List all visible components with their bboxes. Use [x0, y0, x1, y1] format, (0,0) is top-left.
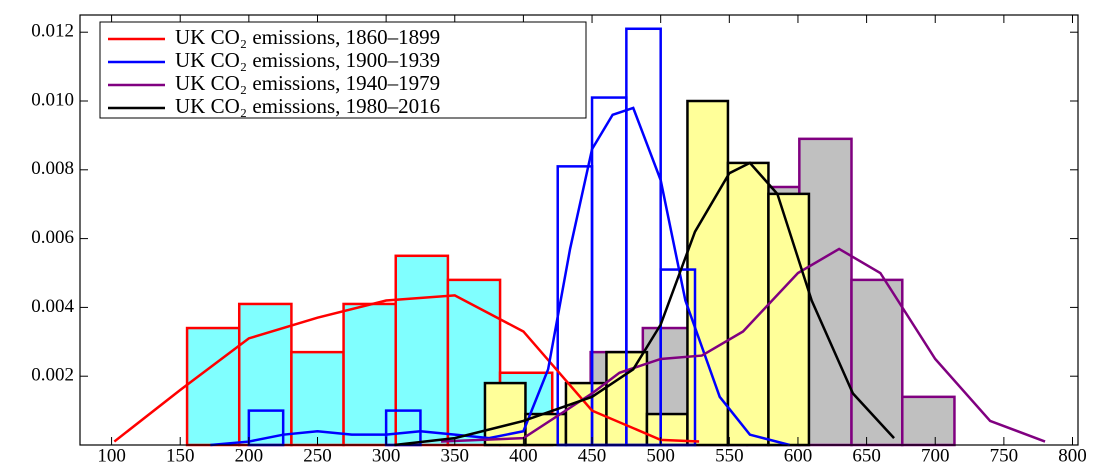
legend-label: UK CO₂ emissions, 1980–2016 [175, 94, 440, 118]
density-curve [440, 247, 1046, 443]
histogram-bar [185, 326, 241, 447]
histogram-bar [850, 278, 904, 447]
x-tick-label: 350 [441, 445, 470, 466]
x-tick-label: 200 [235, 445, 264, 466]
x-tick-label: 750 [990, 445, 1019, 466]
density-curve [210, 106, 791, 447]
x-tick-label: 550 [715, 445, 744, 466]
x-tick-label: 300 [372, 445, 401, 466]
x-tick-label: 600 [784, 445, 813, 466]
histogram-bar [394, 254, 450, 447]
x-tick-label: 800 [1058, 445, 1087, 466]
x-tick-label: 100 [97, 445, 126, 466]
y-tick-label: 0.006 [31, 227, 74, 248]
y-tick-label: 0.004 [31, 296, 74, 317]
x-tick-label: 150 [166, 445, 195, 466]
x-tick-label: 700 [921, 445, 950, 466]
y-tick-label: 0.010 [31, 89, 74, 110]
density-curve [394, 161, 895, 447]
histogram-bar [901, 395, 956, 447]
histogram-bar [767, 192, 811, 447]
x-tick-label: 400 [509, 445, 538, 466]
legend-label: UK CO₂ emissions, 1940–1979 [175, 71, 440, 95]
x-tick-label: 650 [852, 445, 881, 466]
x-tick-label: 250 [303, 445, 332, 466]
legend-label: UK CO₂ emissions, 1900–1939 [175, 48, 440, 72]
y-tick-label: 0.002 [31, 365, 74, 386]
histogram-bar [342, 302, 397, 447]
legend-label: UK CO₂ emissions, 1860–1899 [175, 25, 440, 49]
plot-frame [79, 14, 1079, 446]
histogram-bar [686, 99, 730, 447]
y-tick-label: 0.012 [31, 21, 74, 42]
legend-box [99, 21, 587, 119]
x-tick-label: 500 [646, 445, 675, 466]
histogram-bar [726, 161, 770, 447]
x-tick-label: 450 [578, 445, 607, 466]
density-curve [113, 294, 700, 443]
y-tick-label: 0.008 [31, 158, 74, 179]
